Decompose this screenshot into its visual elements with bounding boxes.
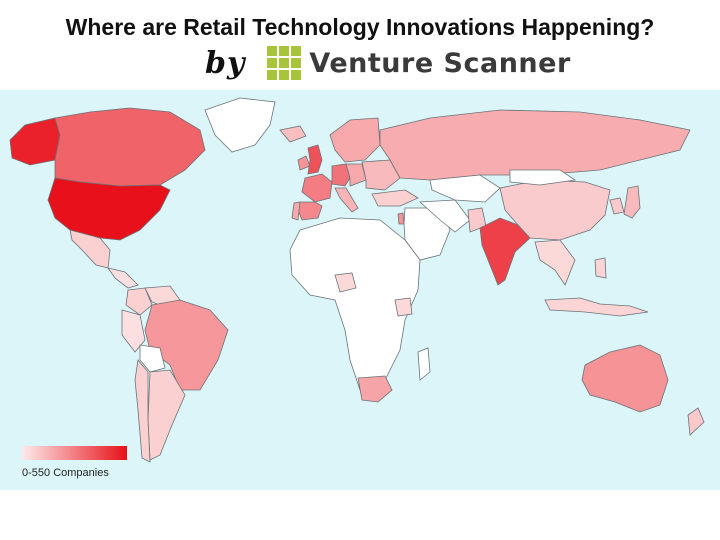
region-kenya — [394, 297, 413, 317]
region-israel — [397, 212, 405, 225]
region-nigeria — [334, 272, 357, 293]
region-italy — [334, 187, 359, 213]
region-canada — [54, 107, 206, 187]
region-central-america — [107, 267, 139, 289]
region-spain — [297, 201, 323, 221]
region-greenland — [204, 97, 276, 153]
region-japan — [623, 185, 641, 219]
region-turkey — [371, 189, 419, 207]
region-portugal — [291, 201, 301, 221]
region-mexico — [69, 229, 111, 269]
region-central-europe — [345, 163, 367, 187]
world-map — [9, 97, 705, 463]
region-australia — [581, 344, 669, 413]
region-colombia — [125, 287, 153, 316]
region-mongolia — [509, 169, 577, 186]
region-bolivia — [139, 344, 166, 373]
region-india — [479, 217, 531, 286]
brand-name: Venture Scanner — [309, 47, 571, 79]
byline: by Venture Scanner — [205, 42, 571, 84]
region-china — [499, 179, 611, 241]
region-united-kingdom — [307, 144, 323, 175]
venture-scanner-logo-icon — [267, 46, 302, 80]
region-france — [301, 173, 333, 203]
region-korea — [609, 197, 625, 215]
region-united-states — [47, 177, 171, 241]
region-germany — [331, 163, 351, 187]
region-new-zealand — [687, 407, 705, 436]
region-chile — [134, 359, 151, 463]
region-central-asia — [429, 174, 501, 203]
region-ireland — [297, 155, 311, 171]
region-brazil — [144, 299, 229, 391]
region-indonesia — [544, 297, 649, 317]
region-russia — [379, 109, 691, 181]
legend-label: 0-550 Companies — [22, 467, 109, 479]
region-south-africa — [357, 375, 393, 403]
region-madagascar — [417, 347, 431, 381]
region-philippines — [594, 257, 607, 279]
region-southeast-asia — [534, 239, 576, 286]
page-title: Where are Retail Technology Innovations … — [65, 14, 655, 40]
region-scandinavia — [329, 117, 381, 163]
legend-gradient-bar — [22, 446, 127, 460]
world-map-panel — [0, 90, 720, 490]
by-label: by — [205, 45, 246, 81]
region-iran — [419, 199, 471, 233]
region-iceland — [279, 125, 307, 143]
region-alaska — [9, 117, 61, 166]
